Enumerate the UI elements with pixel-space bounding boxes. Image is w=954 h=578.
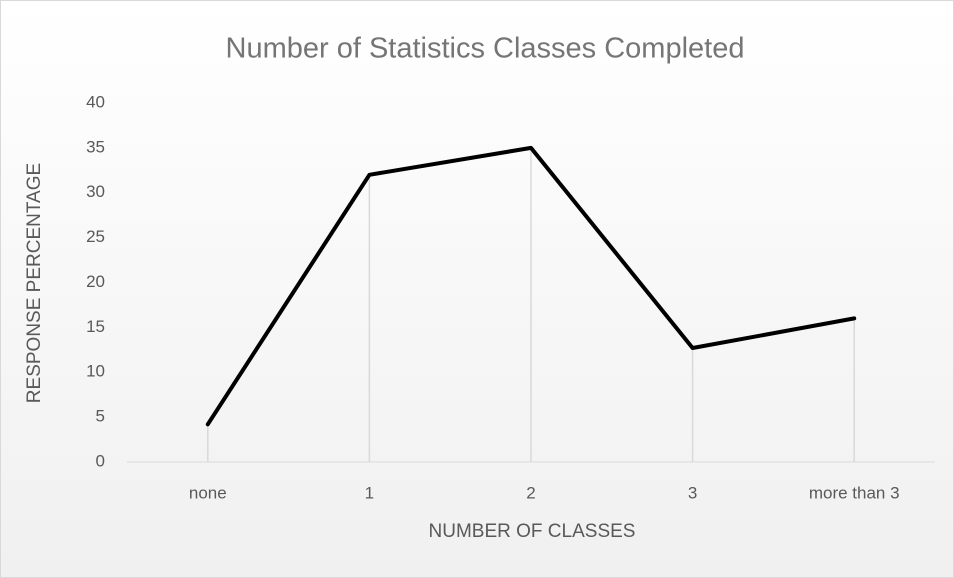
x-tick-label: 3	[688, 483, 697, 502]
x-tick-label: more than 3	[809, 483, 900, 502]
data-line	[205, 145, 857, 427]
y-tick-label: 40	[86, 92, 105, 111]
y-tick-label: 0	[96, 451, 105, 470]
y-tick-label: 35	[86, 137, 105, 156]
x-tick-label: none	[189, 483, 227, 502]
x-axis-title: NUMBER OF CLASSES	[429, 521, 636, 542]
y-tick-label: 25	[86, 227, 105, 246]
y-tick-label: 30	[86, 182, 105, 201]
x-tick-label: 2	[526, 483, 535, 502]
y-tick-label: 10	[86, 362, 105, 381]
y-tick-label: 5	[96, 407, 105, 426]
x-tick-label: 1	[365, 483, 374, 502]
y-axis-title: RESPONSE PERCENTAGE	[24, 163, 45, 403]
y-tick-label: 20	[86, 272, 105, 291]
y-tick-label: 15	[86, 317, 105, 336]
chart-title: Number of Statistics Classes Completed	[226, 33, 745, 65]
